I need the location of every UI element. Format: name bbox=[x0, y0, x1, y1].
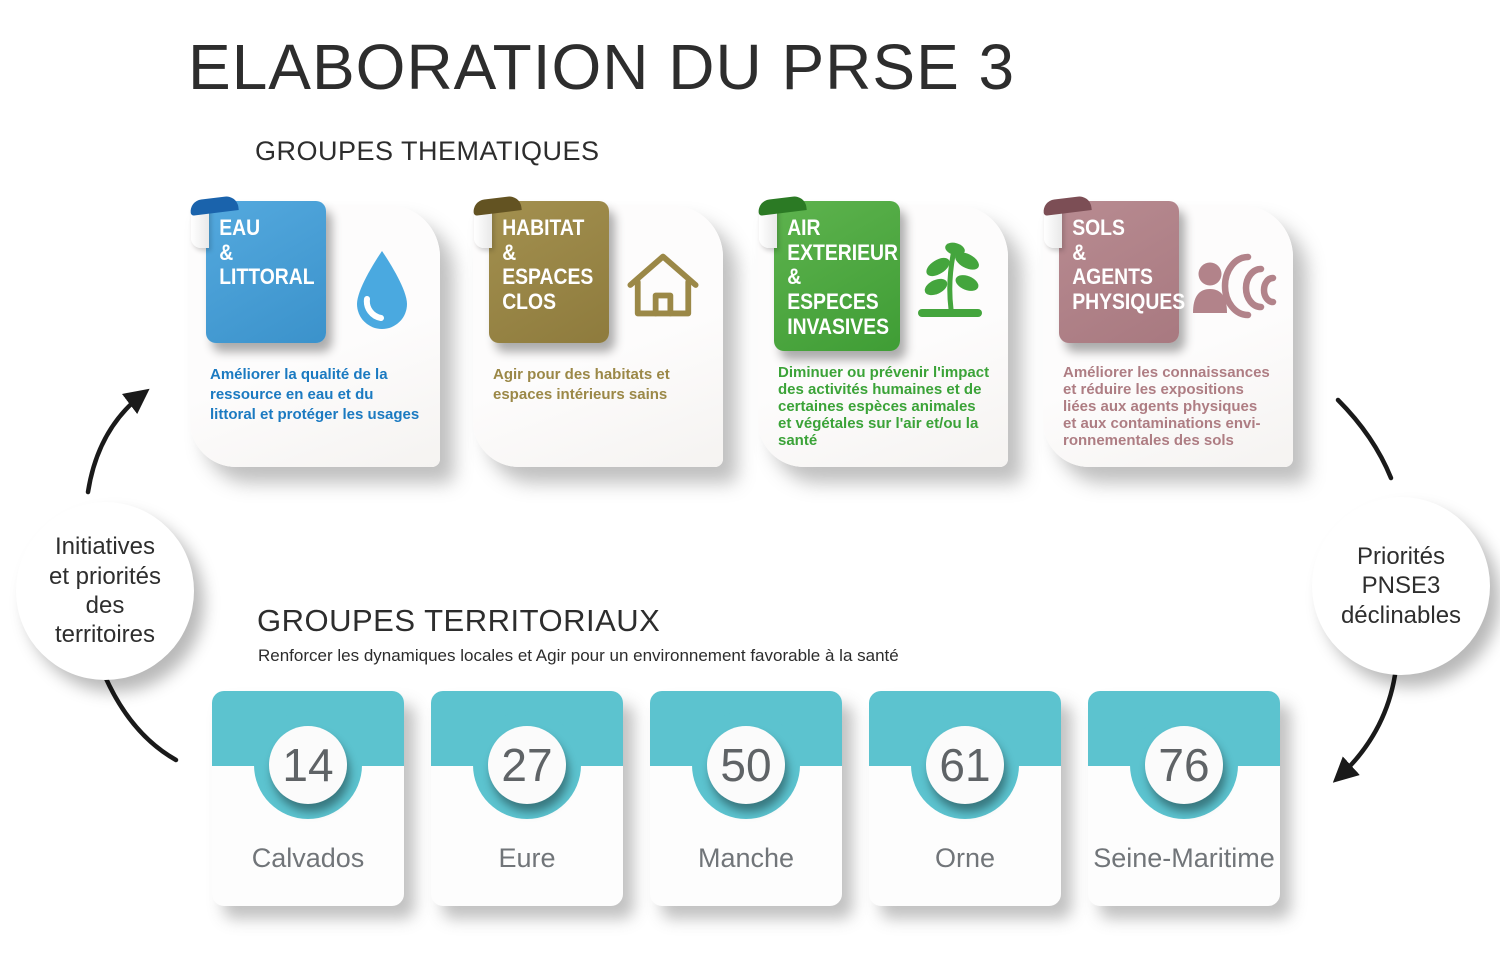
territory-card-seine-maritime: 76 Seine-Maritime bbox=[1088, 691, 1280, 906]
department-number: 27 bbox=[501, 739, 553, 791]
department-number-circle: 76 bbox=[1145, 726, 1223, 804]
department-name: Orne bbox=[934, 843, 996, 873]
page-curl bbox=[1044, 206, 1062, 248]
right-cycle-bubble: Priorités PNSE3 déclinables bbox=[1312, 497, 1490, 675]
arrow-left-up bbox=[85, 388, 150, 495]
curve-right-down bbox=[1335, 397, 1394, 481]
department-number-circle: 50 bbox=[707, 726, 785, 804]
theme-label: SOLS & AGENTS PHYSIQUES bbox=[1042, 195, 1186, 343]
department-name: Calvados bbox=[251, 843, 365, 873]
arrow-right-down bbox=[1332, 665, 1399, 783]
water-drop-icon bbox=[350, 249, 414, 338]
theme-description: Améliorer la qualité de la ressource en … bbox=[210, 366, 420, 423]
territory-card-eure: 27 Eure bbox=[431, 691, 623, 906]
territorial-subtitle: Renforcer les dynamiques locales et Agir… bbox=[258, 646, 899, 665]
theme-label: HABITAT & ESPACES CLOS bbox=[472, 195, 609, 343]
department-name: Eure bbox=[498, 843, 556, 873]
person-sound-waves-icon bbox=[1189, 251, 1281, 328]
department-number-circle: 27 bbox=[488, 726, 566, 804]
department-number-circle: 61 bbox=[926, 726, 1004, 804]
department-name: Manche bbox=[697, 843, 795, 873]
page-curl bbox=[759, 206, 777, 248]
theme-description: Diminuer ou prévenir l'impact des activi… bbox=[778, 364, 990, 449]
page-curl bbox=[191, 206, 209, 248]
right-bubble-text: Priorités PNSE3 déclinables bbox=[1340, 543, 1462, 629]
theme-label: EAU & LITTORAL bbox=[189, 195, 326, 343]
thematic-heading: GROUPES THEMATIQUES bbox=[255, 136, 600, 166]
territory-card-calvados: 14 Calvados bbox=[212, 691, 404, 906]
department-number: 61 bbox=[939, 739, 991, 791]
department-number-circle: 14 bbox=[269, 726, 347, 804]
left-bubble-text: Initiatives et priorités des territoires bbox=[48, 533, 162, 649]
left-cycle-bubble: Initiatives et priorités des territoires bbox=[16, 502, 194, 680]
theme-label-text: AIR EXTERIEUR & ESPECES INVASIVES bbox=[787, 215, 899, 339]
theme-card-air-especes-invasives: AIR EXTERIEUR & ESPECES INVASIVES Diminu… bbox=[757, 195, 1008, 467]
theme-label-text: HABITAT & ESPACES CLOS bbox=[502, 215, 594, 314]
department-number: 76 bbox=[1158, 739, 1210, 791]
theme-description: Améliorer les connaissances et réduire l… bbox=[1063, 364, 1270, 449]
theme-card-eau-littoral: EAU & LITTORAL Améliorer la qualité de l… bbox=[189, 195, 440, 467]
theme-label-text: SOLS & AGENTS PHYSIQUES bbox=[1072, 215, 1186, 314]
department-number: 14 bbox=[282, 739, 334, 791]
theme-card-habitat-espaces-clos: HABITAT & ESPACES CLOS Agir pour des hab… bbox=[472, 195, 723, 467]
theme-card-sols-agents-physiques: SOLS & AGENTS PHYSIQUES Améliorer les co… bbox=[1042, 195, 1293, 467]
curve-left-down bbox=[101, 671, 179, 763]
page-title: ELABORATION DU PRSE 3 bbox=[188, 31, 1016, 103]
department-number: 50 bbox=[720, 739, 772, 791]
territorial-heading: GROUPES TERRITORIAUX bbox=[257, 603, 661, 638]
department-name: Seine-Maritime bbox=[1093, 843, 1275, 873]
theme-label: AIR EXTERIEUR & ESPECES INVASIVES bbox=[757, 195, 900, 351]
theme-label-text: EAU & LITTORAL bbox=[219, 215, 315, 290]
plant-icon bbox=[914, 241, 986, 326]
house-icon bbox=[623, 247, 703, 328]
territory-card-orne: 61 Orne bbox=[869, 691, 1061, 906]
theme-description: Agir pour des habitats et espaces intéri… bbox=[493, 366, 670, 403]
page-curl bbox=[474, 206, 492, 248]
territory-card-manche: 50 Manche bbox=[650, 691, 842, 906]
